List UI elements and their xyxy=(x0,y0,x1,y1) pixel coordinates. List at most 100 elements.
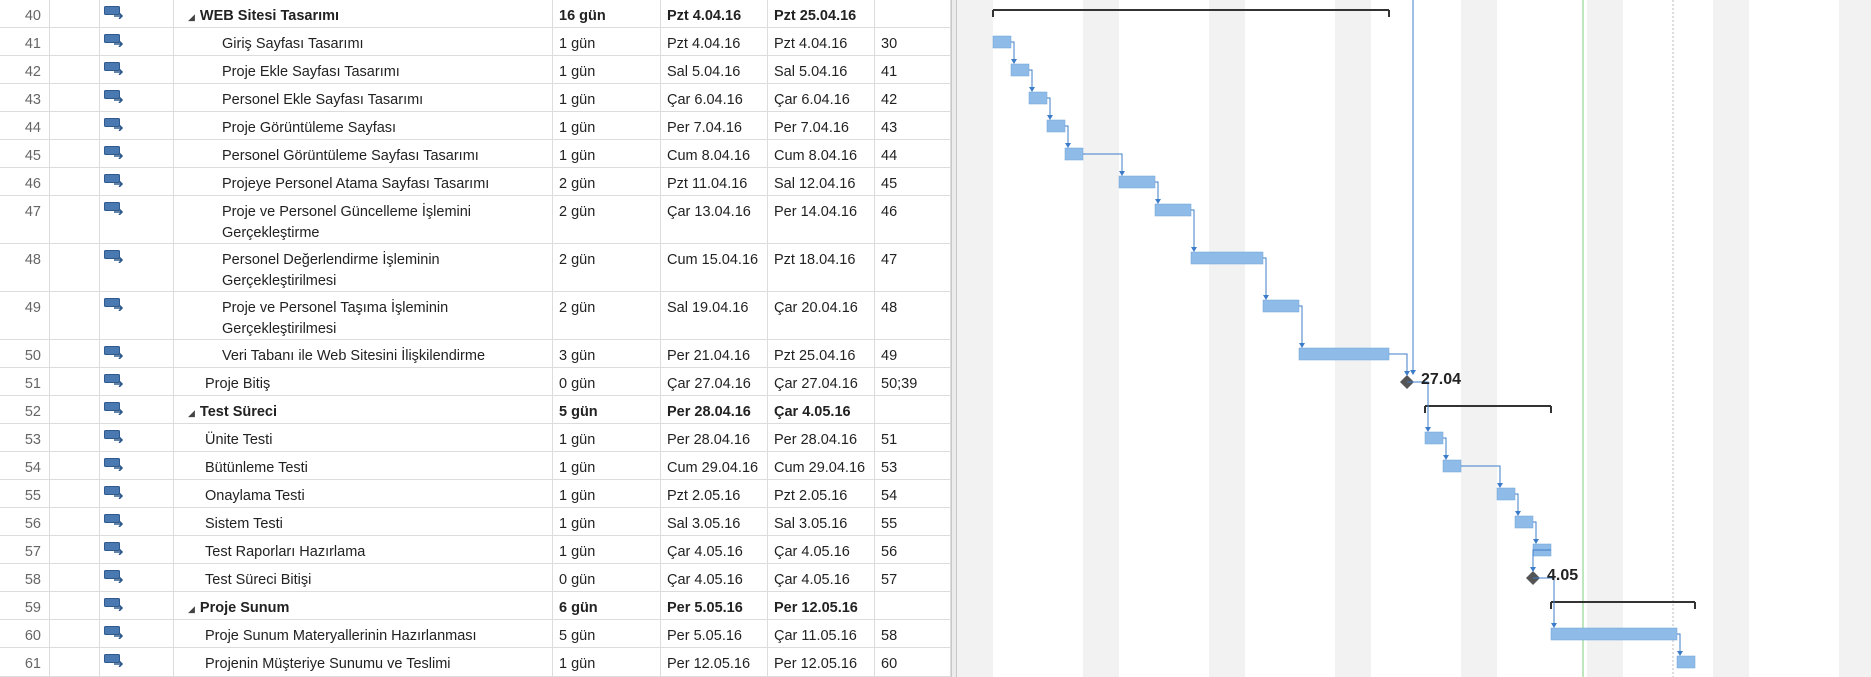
start-cell[interactable]: Per 5.05.16 xyxy=(661,592,768,619)
finish-cell[interactable]: Cum 29.04.16 xyxy=(768,452,875,479)
task-name-cell[interactable]: ◢ Test Süreci xyxy=(174,396,553,423)
task-name-cell[interactable]: Test Raporları Hazırlama xyxy=(174,536,553,563)
row-id[interactable]: 54 xyxy=(0,452,50,479)
finish-cell[interactable]: Per 12.05.16 xyxy=(768,648,875,676)
predecessors-cell[interactable]: 48 xyxy=(875,292,951,339)
duration-cell[interactable]: 5 gün xyxy=(553,396,661,423)
predecessors-cell[interactable]: 56 xyxy=(875,536,951,563)
finish-cell[interactable]: Per 14.04.16 xyxy=(768,196,875,243)
task-mode-cell[interactable] xyxy=(100,28,174,55)
finish-cell[interactable]: Çar 20.04.16 xyxy=(768,292,875,339)
task-name-cell[interactable]: Veri Tabanı ile Web Sitesini İlişkilendi… xyxy=(174,340,553,367)
row-id[interactable]: 50 xyxy=(0,340,50,367)
task-mode-cell[interactable] xyxy=(100,140,174,167)
row-id[interactable]: 42 xyxy=(0,56,50,83)
start-cell[interactable]: Pzt 4.04.16 xyxy=(661,28,768,55)
task-mode-cell[interactable] xyxy=(100,480,174,507)
task-row[interactable]: 55 Onaylama Testi 1 gün Pzt 2.05.16 Pzt 2.05… xyxy=(0,480,951,508)
task-name-cell[interactable]: Ünite Testi xyxy=(174,424,553,451)
row-id[interactable]: 44 xyxy=(0,112,50,139)
duration-cell[interactable]: 2 gün xyxy=(553,196,661,243)
predecessors-cell[interactable]: 41 xyxy=(875,56,951,83)
row-id[interactable]: 56 xyxy=(0,508,50,535)
predecessors-cell[interactable]: 49 xyxy=(875,340,951,367)
predecessors-cell[interactable]: 53 xyxy=(875,452,951,479)
task-name-cell[interactable]: ◢ WEB Sitesi Tasarımı xyxy=(174,0,553,27)
task-mode-cell[interactable] xyxy=(100,112,174,139)
task-row[interactable]: 53 Ünite Testi 1 gün Per 28.04.16 Per 28.04.… xyxy=(0,424,951,452)
duration-cell[interactable]: 0 gün xyxy=(553,368,661,395)
row-id[interactable]: 55 xyxy=(0,480,50,507)
task-mode-cell[interactable] xyxy=(100,452,174,479)
task-row[interactable]: 41 Giriş Sayfası Tasarımı 1 gün Pzt 4.04.16… xyxy=(0,28,951,56)
predecessors-cell[interactable]: 42 xyxy=(875,84,951,111)
row-id[interactable]: 41 xyxy=(0,28,50,55)
duration-cell[interactable]: 0 gün xyxy=(553,564,661,591)
task-name-cell[interactable]: Proje Ekle Sayfası Tasarımı xyxy=(174,56,553,83)
collapse-triangle-icon[interactable]: ◢ xyxy=(188,604,195,614)
duration-cell[interactable]: 1 gün xyxy=(553,112,661,139)
start-cell[interactable]: Pzt 11.04.16 xyxy=(661,168,768,195)
duration-cell[interactable]: 1 gün xyxy=(553,536,661,563)
predecessors-cell[interactable]: 51 xyxy=(875,424,951,451)
task-mode-cell[interactable] xyxy=(100,84,174,111)
task-row[interactable]: 52 ◢ Test Süreci 5 gün Per 28.04.16 Çar 4.05.… xyxy=(0,396,951,424)
row-id[interactable]: 57 xyxy=(0,536,50,563)
task-row[interactable]: 49 Proje ve Personel Taşıma İşleminin Ger… xyxy=(0,292,951,340)
row-id[interactable]: 61 xyxy=(0,648,50,676)
task-name-cell[interactable]: Projenin Müşteriye Sunumu ve Teslimi xyxy=(174,648,553,676)
task-mode-cell[interactable] xyxy=(100,424,174,451)
predecessors-cell[interactable] xyxy=(875,0,951,27)
task-row[interactable]: 46 Projeye Personel Atama Sayfası Tasarım… xyxy=(0,168,951,196)
task-name-cell[interactable]: Onaylama Testi xyxy=(174,480,553,507)
row-id[interactable]: 47 xyxy=(0,196,50,243)
duration-cell[interactable]: 5 gün xyxy=(553,620,661,647)
duration-cell[interactable]: 2 gün xyxy=(553,168,661,195)
predecessors-cell[interactable]: 55 xyxy=(875,508,951,535)
finish-cell[interactable]: Çar 27.04.16 xyxy=(768,368,875,395)
start-cell[interactable]: Sal 3.05.16 xyxy=(661,508,768,535)
row-id[interactable]: 60 xyxy=(0,620,50,647)
task-name-cell[interactable]: ◢ Proje Sunum xyxy=(174,592,553,619)
start-cell[interactable]: Çar 27.04.16 xyxy=(661,368,768,395)
finish-cell[interactable]: Sal 3.05.16 xyxy=(768,508,875,535)
row-id[interactable]: 53 xyxy=(0,424,50,451)
row-id[interactable]: 52 xyxy=(0,396,50,423)
predecessors-cell[interactable]: 30 xyxy=(875,28,951,55)
predecessors-cell[interactable]: 57 xyxy=(875,564,951,591)
duration-cell[interactable]: 1 gün xyxy=(553,28,661,55)
finish-cell[interactable]: Per 7.04.16 xyxy=(768,112,875,139)
finish-cell[interactable]: Çar 11.05.16 xyxy=(768,620,875,647)
task-name-cell[interactable]: Personel Görüntüleme Sayfası Tasarımı xyxy=(174,140,553,167)
duration-cell[interactable]: 6 gün xyxy=(553,592,661,619)
task-name-cell[interactable]: Bütünleme Testi xyxy=(174,452,553,479)
task-name-cell[interactable]: Proje ve Personel Güncelleme İşlemini Ge… xyxy=(174,196,553,243)
task-name-cell[interactable]: Proje Sunum Materyallerinin Hazırlanması xyxy=(174,620,553,647)
task-mode-cell[interactable] xyxy=(100,168,174,195)
row-id[interactable]: 58 xyxy=(0,564,50,591)
task-mode-cell[interactable] xyxy=(100,396,174,423)
finish-cell[interactable]: Per 28.04.16 xyxy=(768,424,875,451)
duration-cell[interactable]: 1 gün xyxy=(553,452,661,479)
start-cell[interactable]: Çar 4.05.16 xyxy=(661,564,768,591)
task-mode-cell[interactable] xyxy=(100,0,174,27)
duration-cell[interactable]: 2 gün xyxy=(553,244,661,291)
task-mode-cell[interactable] xyxy=(100,244,174,291)
task-mode-cell[interactable] xyxy=(100,648,174,676)
duration-cell[interactable]: 1 gün xyxy=(553,84,661,111)
start-cell[interactable]: Çar 6.04.16 xyxy=(661,84,768,111)
task-row[interactable]: 57 Test Raporları Hazırlama 1 gün Çar 4.05.… xyxy=(0,536,951,564)
start-cell[interactable]: Cum 29.04.16 xyxy=(661,452,768,479)
duration-cell[interactable]: 3 gün xyxy=(553,340,661,367)
finish-cell[interactable]: Per 12.05.16 xyxy=(768,592,875,619)
predecessors-cell[interactable] xyxy=(875,592,951,619)
task-name-cell[interactable]: Proje Bitiş xyxy=(174,368,553,395)
task-row[interactable]: 45 Personel Görüntüleme Sayfası Tasarımı 1… xyxy=(0,140,951,168)
start-cell[interactable]: Pzt 2.05.16 xyxy=(661,480,768,507)
row-id[interactable]: 45 xyxy=(0,140,50,167)
predecessors-cell[interactable]: 50;39 xyxy=(875,368,951,395)
task-mode-cell[interactable] xyxy=(100,620,174,647)
finish-cell[interactable]: Pzt 4.04.16 xyxy=(768,28,875,55)
predecessors-cell[interactable]: 45 xyxy=(875,168,951,195)
finish-cell[interactable]: Çar 6.04.16 xyxy=(768,84,875,111)
